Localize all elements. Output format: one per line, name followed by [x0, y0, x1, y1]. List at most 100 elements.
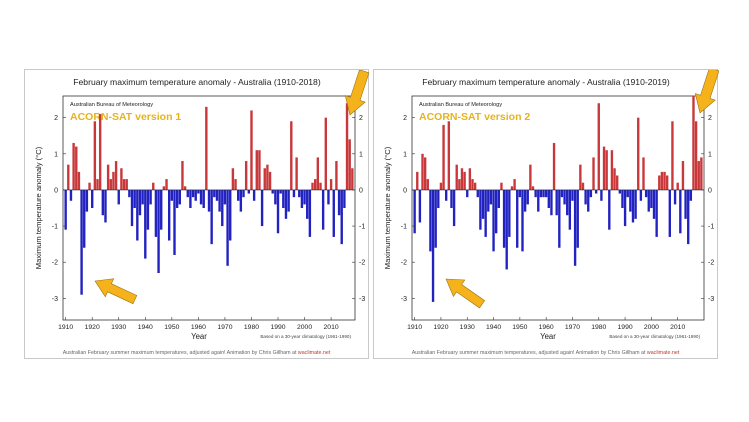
bar: [213, 189, 216, 198]
caption: Australian February summer maximum tempe…: [374, 350, 717, 356]
bar: [343, 189, 346, 208]
y-axis-label: Maximum temperature anomaly (°C): [34, 146, 43, 269]
bar: [489, 189, 493, 205]
arrow-annotation: [344, 70, 370, 116]
bar: [700, 157, 703, 190]
bar: [687, 189, 690, 245]
bar: [231, 168, 235, 190]
bar: [274, 189, 277, 205]
climatology-note: Based on a 30-year climatology (1961-199…: [260, 334, 351, 339]
bar: [523, 189, 527, 212]
bar: [276, 189, 280, 234]
bar: [64, 189, 67, 230]
bar: [300, 189, 304, 208]
bar: [215, 189, 219, 201]
bar: [421, 153, 424, 190]
bar: [332, 189, 335, 237]
bar: [602, 146, 606, 190]
bar: [260, 189, 264, 227]
bar: [429, 189, 432, 252]
bar: [566, 189, 569, 216]
bar: [534, 189, 537, 198]
bar: [560, 189, 564, 198]
bar: [434, 189, 437, 248]
bar: [144, 189, 147, 259]
bar: [91, 189, 94, 208]
bar: [623, 189, 627, 227]
bar: [237, 189, 240, 201]
bar: [250, 110, 253, 190]
bar: [106, 164, 110, 190]
y-tick-label: -3: [708, 296, 714, 303]
bar: [93, 121, 97, 190]
bar: [340, 189, 343, 245]
bar: [191, 189, 195, 198]
bar: [282, 189, 285, 208]
bar: [69, 189, 73, 201]
x-tick-label: 1990: [270, 324, 285, 331]
bar: [162, 186, 166, 190]
y-tick-label: 2: [359, 115, 363, 122]
y-tick-label: 1: [359, 151, 363, 158]
bar: [101, 189, 105, 216]
caption-text: Australian February summer maximum tempe…: [411, 350, 647, 356]
x-tick-label: 1940: [486, 324, 501, 331]
bar: [157, 189, 160, 274]
bar: [455, 164, 458, 190]
bar: [481, 189, 485, 219]
y-tick-label: -1: [359, 224, 365, 231]
chart-title: February maximum temperature anomaly - A…: [422, 77, 670, 87]
bar: [83, 189, 86, 248]
bar: [149, 189, 152, 205]
bar: [109, 179, 112, 190]
bar: [221, 189, 224, 227]
bar: [658, 175, 661, 190]
bar: [268, 171, 272, 190]
bar: [466, 189, 469, 198]
y-tick-label: -3: [359, 296, 365, 303]
chart-title: February maximum temperature anomaly - A…: [73, 77, 321, 87]
bar: [505, 189, 508, 270]
bar: [345, 103, 349, 190]
bar: [589, 189, 593, 198]
bar: [521, 189, 524, 252]
bar: [154, 189, 158, 237]
bar: [165, 179, 168, 190]
bar: [125, 179, 128, 190]
x-tick-label: 1940: [138, 324, 153, 331]
bar: [479, 189, 482, 230]
bar: [88, 182, 91, 190]
bar: [284, 189, 288, 219]
arrow-annotation: [445, 278, 486, 309]
x-axis-label: Year: [540, 332, 556, 341]
x-tick-label: 1970: [565, 324, 580, 331]
bar: [492, 189, 495, 252]
bar: [458, 179, 461, 190]
caption-site[interactable]: waclimate.net: [297, 350, 331, 356]
bar: [141, 189, 144, 205]
bar: [568, 189, 572, 230]
bar: [663, 171, 666, 190]
bar: [319, 182, 322, 190]
caption-site[interactable]: waclimate.net: [646, 350, 680, 356]
y-tick-label: 1: [54, 151, 58, 158]
bar: [306, 189, 309, 219]
bar: [689, 189, 693, 201]
bar: [473, 182, 477, 190]
bar: [416, 171, 419, 190]
bar: [223, 189, 227, 205]
bar: [80, 189, 83, 295]
bar: [327, 189, 330, 205]
bar: [173, 189, 176, 255]
bar: [75, 146, 78, 190]
bar: [639, 189, 643, 201]
bar: [694, 121, 698, 190]
bar: [218, 189, 221, 212]
bar: [104, 189, 107, 223]
bar: [128, 189, 131, 198]
bar: [202, 189, 205, 208]
bar: [531, 186, 535, 190]
bar: [152, 182, 155, 190]
bar: [247, 189, 251, 194]
bar: [460, 168, 464, 190]
